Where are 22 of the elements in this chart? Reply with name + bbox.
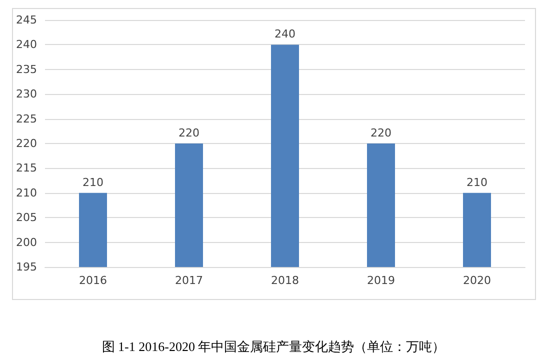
data-label: 240 — [274, 28, 296, 41]
y-tick-label: 240 — [16, 38, 37, 52]
y-tick-label: 210 — [16, 186, 37, 200]
data-label: 210 — [82, 176, 104, 189]
x-tick-label: 2016 — [79, 274, 107, 287]
y-tick-label: 200 — [16, 236, 37, 249]
y-tick-label: 215 — [16, 162, 37, 175]
y-tick-label: 230 — [16, 88, 37, 101]
x-tick-label: 2017 — [175, 274, 203, 287]
y-tick-label: 245 — [16, 14, 37, 26]
x-tick-label: 2020 — [463, 274, 491, 287]
y-tick-label: 225 — [16, 112, 37, 126]
data-label: 210 — [466, 176, 488, 189]
x-tick-label: 2019 — [367, 274, 395, 287]
text: 图 1-1 2016-2020 年中国金属硅产量变化趋势（单位：万吨） — [102, 339, 446, 354]
y-tick-label: 205 — [16, 211, 37, 224]
data-label: 220 — [370, 126, 392, 140]
data-label: 220 — [178, 126, 200, 140]
y-tick-label: 195 — [16, 260, 37, 274]
x-tick-label: 2018 — [271, 274, 299, 287]
y-tick-label: 220 — [16, 137, 37, 150]
y-tick-label: 235 — [16, 62, 37, 76]
